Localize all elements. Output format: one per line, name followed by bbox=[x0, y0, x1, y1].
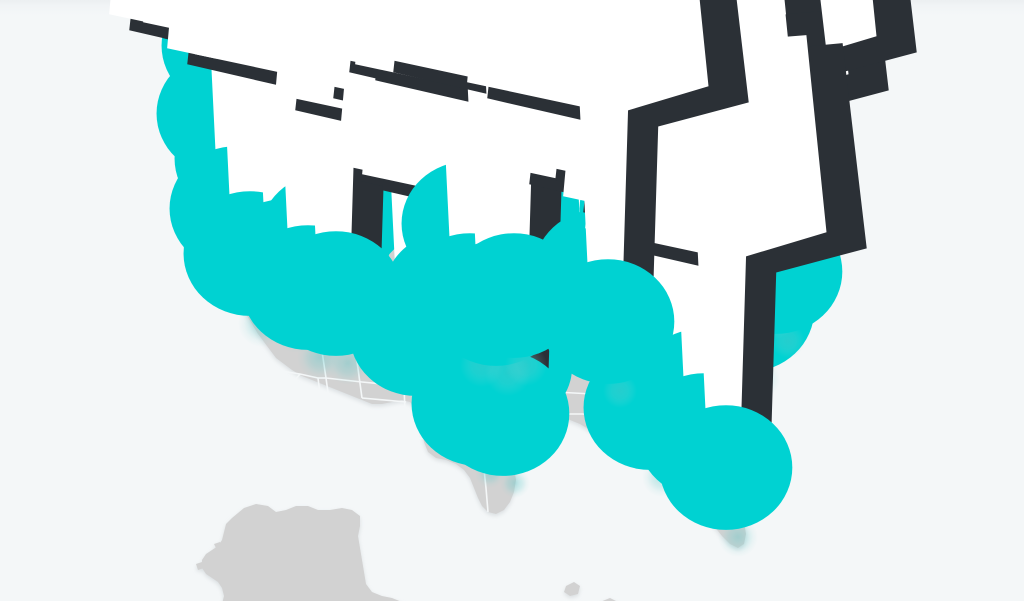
pin-glow bbox=[748, 285, 784, 321]
pin-glow bbox=[318, 249, 362, 293]
pin-glow bbox=[279, 151, 309, 181]
pin-glow bbox=[698, 487, 734, 523]
pin-glow bbox=[475, 458, 505, 488]
pin-glow bbox=[335, 225, 375, 265]
pin-glow bbox=[442, 343, 482, 383]
pin-glow bbox=[296, 307, 340, 351]
stat-label: US Servers bbox=[298, 47, 362, 61]
pin-glow bbox=[668, 453, 708, 493]
pin-glow bbox=[326, 341, 370, 385]
pin-glow bbox=[535, 212, 569, 246]
pin-glow bbox=[701, 340, 743, 382]
pin-glow bbox=[209, 157, 261, 209]
hawaii-land bbox=[564, 582, 616, 601]
stat-label: States bbox=[437, 47, 473, 61]
pin-glow bbox=[718, 517, 758, 557]
pin-glow bbox=[496, 413, 540, 457]
pin-glow bbox=[288, 245, 336, 293]
pin-glow bbox=[500, 468, 530, 498]
pin-glow bbox=[603, 374, 637, 408]
pin-glow bbox=[509, 214, 555, 260]
stat-tab-major-cities[interactable]: 17 Major Cities bbox=[527, 0, 605, 72]
pin-marker-icon bbox=[226, 19, 1024, 542]
stat-value: 10,000 bbox=[657, 8, 737, 38]
pin-glow bbox=[724, 320, 766, 362]
pin-glow bbox=[247, 252, 293, 298]
pin-glow bbox=[681, 436, 719, 474]
pin-glow bbox=[475, 395, 521, 441]
pin-glow bbox=[472, 370, 518, 416]
stats-bar: 3,000 US Servers 17 States 17 Major Citi… bbox=[0, 0, 1024, 78]
stat-value: 3,000 bbox=[297, 8, 363, 38]
pin-glow bbox=[307, 212, 353, 258]
pin-glow bbox=[667, 320, 709, 362]
stat-tab-states[interactable]: 17 States bbox=[425, 0, 485, 72]
pin-glow bbox=[642, 457, 682, 497]
stat-value: 17 bbox=[551, 8, 581, 38]
pin-glow bbox=[771, 324, 805, 358]
pin-glow bbox=[693, 442, 731, 480]
stat-tab-us-servers[interactable]: 3,000 US Servers bbox=[277, 0, 383, 72]
active-tab-underline bbox=[277, 69, 383, 72]
alaska-islands bbox=[196, 542, 258, 582]
pin-glow bbox=[238, 213, 268, 243]
stat-value: 17 bbox=[440, 8, 470, 38]
pin-glow bbox=[560, 227, 596, 263]
pin-glow bbox=[505, 344, 547, 386]
pin-glow bbox=[636, 256, 680, 300]
pin-glow bbox=[335, 259, 375, 299]
pin-glow bbox=[533, 257, 581, 305]
pin-glow bbox=[266, 183, 310, 227]
pin-glow bbox=[273, 116, 303, 146]
stat-label: Global Servers bbox=[655, 47, 739, 61]
pin-glow bbox=[655, 410, 697, 452]
stat-label: Major Cities bbox=[533, 47, 599, 61]
pin-glow bbox=[244, 164, 292, 212]
pin-glow bbox=[740, 359, 780, 399]
pin-glow bbox=[590, 319, 634, 363]
pin-glow bbox=[614, 319, 654, 359]
pin-glow bbox=[765, 270, 799, 304]
pin-glow bbox=[460, 343, 504, 387]
pin-glow bbox=[274, 309, 318, 353]
pin-glow bbox=[211, 86, 269, 144]
pin-glow bbox=[315, 282, 361, 328]
pin-glow bbox=[410, 385, 446, 421]
pin-glow bbox=[297, 334, 343, 380]
pin-glow bbox=[238, 299, 286, 347]
pin-glow bbox=[758, 303, 794, 339]
pin-glow bbox=[729, 348, 771, 390]
pin-glow bbox=[724, 271, 760, 307]
pin-glow bbox=[542, 233, 582, 273]
pin-glow bbox=[485, 350, 531, 396]
pin-glow bbox=[647, 274, 689, 316]
stat-tab-global-servers[interactable]: 10,000 Global Servers bbox=[647, 0, 747, 72]
pin-glow bbox=[632, 331, 672, 371]
pin-glow bbox=[698, 275, 738, 315]
pin-glow bbox=[444, 369, 488, 413]
pin-glow bbox=[694, 301, 738, 345]
pin-glow bbox=[225, 255, 271, 301]
